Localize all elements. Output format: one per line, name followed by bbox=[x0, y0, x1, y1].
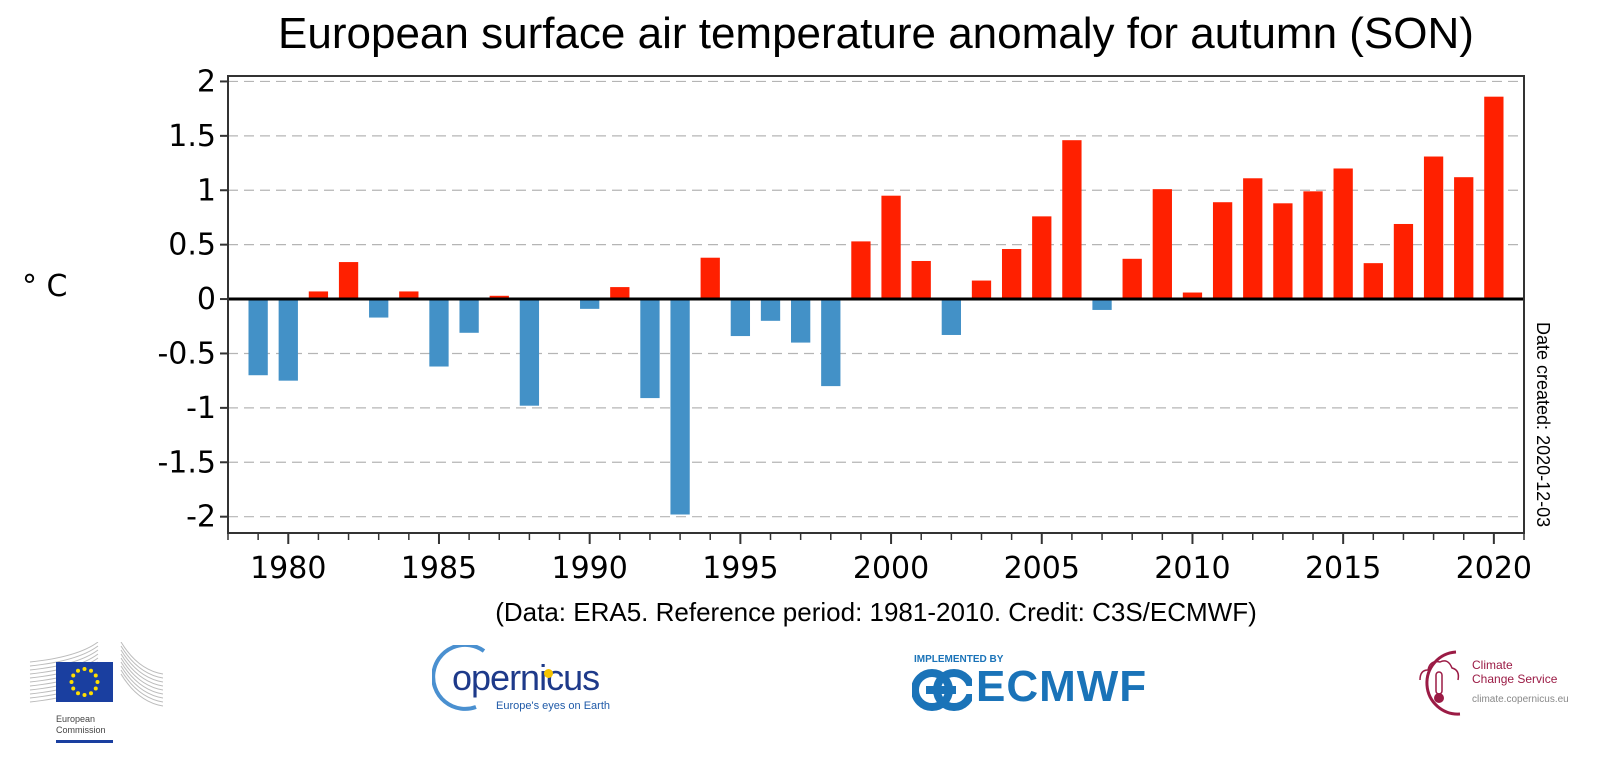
bar-1986 bbox=[459, 299, 479, 333]
y-tick-label: 1 bbox=[197, 173, 216, 208]
x-tick-label: 1990 bbox=[551, 551, 627, 586]
c3s-label-line2: Change Service bbox=[1472, 672, 1558, 686]
y-axis: 2 1.5 1 0.5 0 -0.5 -1 -1.5 -2 bbox=[157, 64, 228, 535]
bar-1994 bbox=[700, 257, 720, 300]
eu-star-icon bbox=[82, 667, 87, 671]
y-tick-label: -1.5 bbox=[157, 445, 216, 480]
bar-2017 bbox=[1393, 223, 1414, 300]
bar-1999 bbox=[851, 241, 871, 300]
c3s-url: climate.copernicus.eu bbox=[1472, 694, 1569, 705]
bar-2020 bbox=[1484, 96, 1504, 300]
bar-1996 bbox=[760, 299, 781, 321]
eu-star-icon bbox=[89, 668, 93, 673]
eu-star-icon bbox=[93, 686, 98, 691]
x-tick-label: 2000 bbox=[853, 551, 929, 586]
ecmwf-symbol-icon bbox=[912, 669, 972, 711]
x-tick-label: 2010 bbox=[1154, 551, 1230, 586]
bar-2000 bbox=[881, 195, 901, 300]
x-tick-label: 2020 bbox=[1456, 551, 1532, 586]
bar-1988 bbox=[519, 299, 540, 406]
ec-building-icon bbox=[29, 642, 163, 707]
bar-2005 bbox=[1032, 216, 1052, 300]
bar-1998 bbox=[821, 299, 841, 387]
bar-2011 bbox=[1212, 202, 1233, 300]
chart-title: European surface air temperature anomaly… bbox=[278, 9, 1474, 58]
eu-star-icon bbox=[93, 673, 98, 678]
eu-star-icon bbox=[95, 680, 100, 684]
y-tick-label: 1.5 bbox=[168, 119, 216, 154]
eu-star-icon bbox=[76, 668, 80, 673]
eu-star-icon bbox=[76, 691, 80, 696]
bar-2014 bbox=[1303, 191, 1323, 300]
bar-1983 bbox=[369, 299, 389, 318]
y-tick-label: 0 bbox=[197, 282, 216, 317]
bar-1993 bbox=[670, 299, 690, 515]
bar-1979 bbox=[248, 299, 268, 376]
bar-1987 bbox=[489, 295, 509, 300]
bar-2002 bbox=[941, 299, 961, 335]
bar-2008 bbox=[1122, 258, 1142, 300]
bar-2006 bbox=[1062, 140, 1082, 300]
climate-change-service-logo: Climate Change Service climate.copernicu… bbox=[1408, 648, 1578, 718]
bar-2003 bbox=[971, 280, 992, 300]
x-tick-label: 2015 bbox=[1305, 551, 1381, 586]
bar-1997 bbox=[791, 299, 811, 343]
copernicus-logo: opernicus Europe's eyes on Earth bbox=[432, 645, 632, 715]
c3s-label-line1: Climate bbox=[1472, 658, 1513, 672]
x-tick-label: 1995 bbox=[702, 551, 778, 586]
bar-1992 bbox=[640, 299, 660, 399]
bar-1990 bbox=[580, 299, 600, 309]
y-tick-label: -1 bbox=[186, 391, 216, 426]
bar-2010 bbox=[1182, 292, 1203, 300]
bars bbox=[248, 96, 1504, 515]
ec-label-line1: European bbox=[56, 714, 96, 724]
eu-star-icon bbox=[71, 673, 76, 678]
bar-1991 bbox=[610, 287, 630, 300]
x-tick-label: 1980 bbox=[250, 551, 326, 586]
copernicus-tagline: Europe's eyes on Earth bbox=[496, 700, 611, 712]
copernicus-word: opernicus bbox=[452, 657, 600, 698]
bar-2018 bbox=[1423, 156, 1444, 300]
bar-1982 bbox=[338, 262, 359, 300]
bar-1980 bbox=[278, 299, 298, 381]
ec-label-line2: Commission bbox=[56, 725, 106, 735]
x-tick-label: 1985 bbox=[401, 551, 477, 586]
x-tick-label: 2005 bbox=[1004, 551, 1080, 586]
copernicus-dot-icon bbox=[544, 669, 553, 678]
y-tick-label: -2 bbox=[186, 500, 216, 535]
ecmwf-wordmark: ECMWF bbox=[976, 662, 1148, 711]
y-tick-label: -0.5 bbox=[157, 336, 216, 371]
eu-star-icon bbox=[89, 691, 93, 696]
implemented-by-label: IMPLEMENTED BY bbox=[914, 654, 1004, 665]
bar-2013 bbox=[1273, 203, 1293, 300]
eu-star-icon bbox=[82, 693, 87, 697]
bar-2012 bbox=[1243, 178, 1263, 300]
c3s-thermometer-cloud-icon bbox=[1419, 650, 1461, 716]
y-tick-label: 2 bbox=[197, 64, 216, 99]
ec-underline bbox=[56, 740, 113, 743]
bar-2019 bbox=[1454, 177, 1474, 300]
eu-star-icon bbox=[69, 680, 74, 684]
bar-1984 bbox=[399, 291, 419, 300]
bar-1981 bbox=[308, 291, 329, 300]
bar-2001 bbox=[911, 260, 931, 300]
y-tick-label: 0.5 bbox=[168, 228, 216, 263]
plot-frame bbox=[227, 75, 1525, 534]
bar-2015 bbox=[1333, 168, 1353, 300]
eu-star-icon bbox=[71, 686, 76, 691]
footnote-credit: (Data: ERA5. Reference period: 1981-2010… bbox=[495, 597, 1257, 627]
copernicus-arc-icon bbox=[432, 645, 486, 711]
bar-1995 bbox=[730, 299, 751, 337]
bar-2009 bbox=[1152, 189, 1172, 300]
date-created: Date created: 2020-12-03 bbox=[1533, 322, 1553, 527]
ecmwf-logo: IMPLEMENTED BY ECMWF bbox=[912, 654, 1152, 714]
bar-1985 bbox=[429, 299, 449, 367]
bar-2007 bbox=[1092, 299, 1112, 310]
y-axis-label: ° C bbox=[22, 269, 67, 304]
x-axis: 1980 1985 1990 1995 2000 2005 2010 2015 2020 bbox=[227, 533, 1532, 586]
bar-2016 bbox=[1363, 263, 1383, 300]
european-commission-logo: European Commission bbox=[28, 642, 163, 743]
bar-2004 bbox=[1001, 249, 1022, 300]
